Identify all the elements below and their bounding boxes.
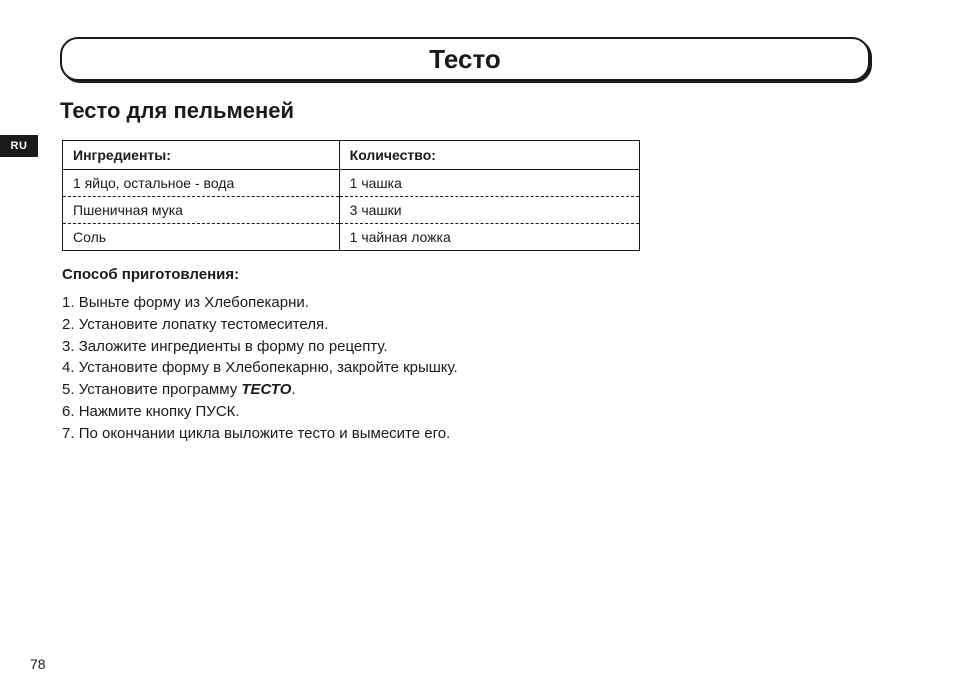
page: RU Тесто Тесто для пельменей Ингредиенты… — [0, 0, 954, 694]
step-text: Установите лопатку тестомесителя. — [79, 316, 329, 333]
language-tab-label: RU — [11, 140, 28, 152]
step-item: 6. Нажмите кнопку ПУСК. — [62, 401, 458, 423]
step-text: Выньте форму из Хлебопекарни. — [79, 294, 309, 311]
step-text-emph: ТЕСТО — [241, 381, 291, 398]
cell-ingredient: Соль — [63, 224, 340, 251]
step-text-prefix: Установите программу — [79, 381, 242, 398]
table-row: Соль 1 чайная ложка — [63, 224, 640, 251]
step-item: 5. Установите программу ТЕСТО. — [62, 379, 458, 401]
table-row: Пшеничная мука 3 чашки — [63, 197, 640, 224]
language-tab: RU — [0, 135, 38, 157]
steps-list: 1. Выньте форму из Хлебопекарни. 2. Уста… — [62, 292, 458, 444]
step-item: 4. Установите форму в Хлебопекарню, закр… — [62, 357, 458, 379]
method-heading: Способ приготовления: — [62, 266, 239, 283]
table-row: 1 яйцо, остальное - вода 1 чашка — [63, 170, 640, 197]
ingredients-table: Ингредиенты: Количество: 1 яйцо, остальн… — [62, 140, 640, 251]
step-number: 6. — [62, 403, 75, 420]
step-item: 2. Установите лопатку тестомесителя. — [62, 314, 458, 336]
step-text-suffix: . — [291, 381, 295, 398]
step-item: 3. Заложите ингредиенты в форму по рецеп… — [62, 336, 458, 358]
step-number: 1. — [62, 294, 75, 311]
page-number: 78 — [30, 656, 46, 672]
step-text: По окончании цикла выложите тесто и выме… — [79, 425, 451, 442]
cell-quantity: 1 чайная ложка — [339, 224, 639, 251]
header-quantity: Количество: — [339, 141, 639, 170]
step-number: 3. — [62, 338, 75, 355]
cell-ingredient: 1 яйцо, остальное - вода — [63, 170, 340, 197]
table-header-row: Ингредиенты: Количество: — [63, 141, 640, 170]
cell-ingredient: Пшеничная мука — [63, 197, 340, 224]
step-number: 7. — [62, 425, 75, 442]
header-ingredients: Ингредиенты: — [63, 141, 340, 170]
step-number: 2. — [62, 316, 75, 333]
title-box: Тесто — [60, 37, 870, 81]
step-item: 7. По окончании цикла выложите тесто и в… — [62, 423, 458, 445]
step-number: 4. — [62, 359, 75, 376]
step-text: Заложите ингредиенты в форму по рецепту. — [79, 338, 388, 355]
step-item: 1. Выньте форму из Хлебопекарни. — [62, 292, 458, 314]
step-number: 5. — [62, 381, 75, 398]
step-text: Установите форму в Хлебопекарню, закройт… — [79, 359, 458, 376]
cell-quantity: 1 чашка — [339, 170, 639, 197]
subtitle: Тесто для пельменей — [60, 98, 294, 124]
page-title: Тесто — [429, 44, 500, 75]
step-text: Нажмите кнопку ПУСК. — [79, 403, 240, 420]
cell-quantity: 3 чашки — [339, 197, 639, 224]
